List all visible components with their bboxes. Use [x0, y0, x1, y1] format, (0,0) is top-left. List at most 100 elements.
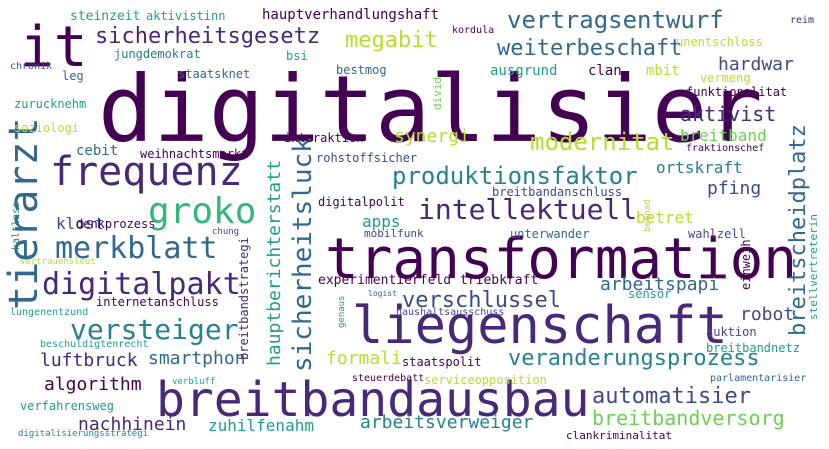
word-it: it [20, 15, 88, 80]
word-serviceopposition: serviceopposition [424, 373, 547, 387]
word-breitbandstrategi: breitbandstrategi [237, 237, 251, 360]
word-hauptverhandlungshaft: hauptverhandlungshaft [262, 7, 440, 23]
word-tierarzt: tierarzt [1, 117, 47, 310]
word-klost: klost [56, 214, 105, 233]
word-parlamentarisier: parlamentarisier [710, 373, 807, 384]
word-breitbandnetz: breitbandnetz [706, 341, 800, 355]
word-breitband: breitband [680, 126, 767, 145]
word-divid: divid [431, 76, 444, 110]
word-soziologi: soziologi [14, 121, 80, 135]
word-verschlussel: verschlussel [402, 288, 561, 313]
word-logist: logist [368, 289, 397, 298]
word-clankriminalitat: clankriminalitat [566, 429, 672, 442]
word-modernitat: modernitat [530, 128, 675, 156]
word-denkprozess: denkprozess [76, 217, 156, 231]
word-unterwander: unterwander [510, 227, 590, 241]
word-arbeitspapi: arbeitspapi [600, 274, 720, 295]
word-pfing: pfing [707, 178, 762, 199]
word-aktivistinn: aktivistinn [146, 9, 226, 23]
word-intellektuell: intellektuell [418, 193, 638, 226]
word-produktionsfaktor: produktionsfaktor [392, 162, 638, 190]
word-synergi: synergi [394, 126, 470, 147]
word-vertrauensleut: vertrauensleut [20, 257, 96, 267]
word-luftbruck: luftbruck [40, 350, 138, 371]
word-steuerdebatt: steuerdebatt [352, 373, 425, 384]
word-betret: betret [636, 208, 694, 227]
word-sicherheitsluck: sicherheitsluck [288, 137, 318, 372]
word-merkblatt: merkblatt [55, 231, 218, 266]
word-nachhinein: nachhinein [78, 414, 187, 435]
word-formali: formali [326, 348, 402, 369]
word-leg: leg [62, 69, 84, 83]
word-fraktionschef: fraktionschef [686, 143, 765, 154]
word-rohstoffsicher: rohstoffsicher [316, 151, 418, 165]
word-steinzeit: steinzeit [70, 9, 141, 24]
word-chung: chung [212, 227, 240, 237]
word-interaktion: interaktion [284, 131, 364, 145]
word-experimentierfeld: experimentierfeld [318, 273, 452, 288]
word-hardwar: hardwar [718, 54, 794, 75]
word-automatisier: automatisier [592, 384, 751, 409]
word-weihnachtsmarkt: weihnachtsmarkt [140, 147, 249, 161]
word-digitalpolit: digitalpolit [318, 195, 405, 209]
word-auktion: auktion [706, 325, 757, 339]
word-kordula: kordula [452, 25, 495, 36]
word-megabit: megabit [345, 28, 438, 53]
word-ausgrund: ausgrund [490, 63, 558, 79]
word-veranderungsprozess: veranderungsprozess [508, 346, 760, 371]
word-liegenschaft: liegenschaft [352, 296, 728, 356]
word-weiterbeschaft: weiterbeschaft [497, 36, 683, 61]
word-bestmog: bestmog [336, 63, 387, 77]
word-beschuldigtenrecht: beschuldigtenrecht [40, 339, 149, 350]
word-mobilfunk: mobilfunk [364, 227, 424, 240]
word-funktionalitat: funktionalitat [686, 85, 788, 99]
word-aktivist: aktivist [680, 102, 777, 126]
word-chronik: chronik [10, 61, 53, 72]
word-reim: reim [790, 15, 815, 26]
word-verfahrensweg: verfahrensweg [20, 399, 114, 413]
word-genaus: genaus [337, 295, 347, 328]
word-robot: robot [740, 304, 795, 325]
word-ortskraft: ortskraft [656, 158, 743, 177]
word-sicherheitsgesetz: sicherheitsgesetz [95, 24, 321, 49]
word-haushaltsausschuss: haushaltsausschuss [396, 307, 505, 318]
word-stellvertreterin: stellvertreterin [807, 214, 820, 320]
word-vertragsentwurf: vertragsentwurf [507, 6, 724, 34]
word-jungdemokrat: jungdemokrat [114, 47, 201, 61]
word-cebit: cebit [76, 143, 119, 159]
word-lungenentzund: lungenentzund [10, 307, 89, 318]
word-frequenz: frequenz [50, 149, 243, 195]
word-staatsknet: staatsknet [178, 67, 251, 81]
word-internetanschluss: internetanschluss [96, 295, 219, 309]
word-clan: clan [588, 63, 622, 79]
word-vermeng: vermeng [700, 71, 751, 85]
word-breitbandanschluss: breitbandanschluss [492, 185, 623, 199]
word-unentschloss: unentschloss [676, 35, 763, 49]
word-zurucknehm: zurucknehm [14, 97, 87, 111]
word-apps: apps [362, 212, 401, 231]
word-wahlzell: wahlzell [688, 227, 746, 241]
word-einweih: einweih [739, 239, 753, 290]
word-sensor: sensor [628, 287, 672, 301]
word-breitbandversorg: breitbandversorg [592, 406, 785, 430]
word-verbluff: verbluff [172, 377, 216, 387]
word-arbeitsverweiger: arbeitsverweiger [360, 412, 534, 433]
word-versteiger: versteiger [70, 313, 239, 346]
word-hauptberichterstatt: hauptberichterstatt [264, 160, 285, 366]
word-digitalisier: digitalisier [98, 56, 763, 163]
word-algorithm: algorithm [44, 374, 142, 395]
word-bsi: bsi [286, 49, 308, 63]
word-triebkraft: triebkraft [460, 273, 539, 288]
word-transformation: transformation [325, 227, 798, 292]
word-digitalisierungsstrategi: digitalisierungsstrategi [18, 429, 149, 439]
word-kaltlass: kaltlass [11, 201, 22, 250]
word-staatspolit: staatspolit [402, 355, 482, 369]
word-zuhilfenahm: zuhilfenahm [208, 416, 314, 435]
word-groko: groko [148, 191, 257, 232]
word-digitalpakt: digitalpakt [42, 267, 241, 302]
word-smartphon: smartphon [148, 348, 246, 369]
word-begnad: begnad [643, 199, 653, 232]
word-breitbandausbau: breitbandausbau [156, 372, 590, 428]
word-mbit: mbit [646, 63, 680, 79]
